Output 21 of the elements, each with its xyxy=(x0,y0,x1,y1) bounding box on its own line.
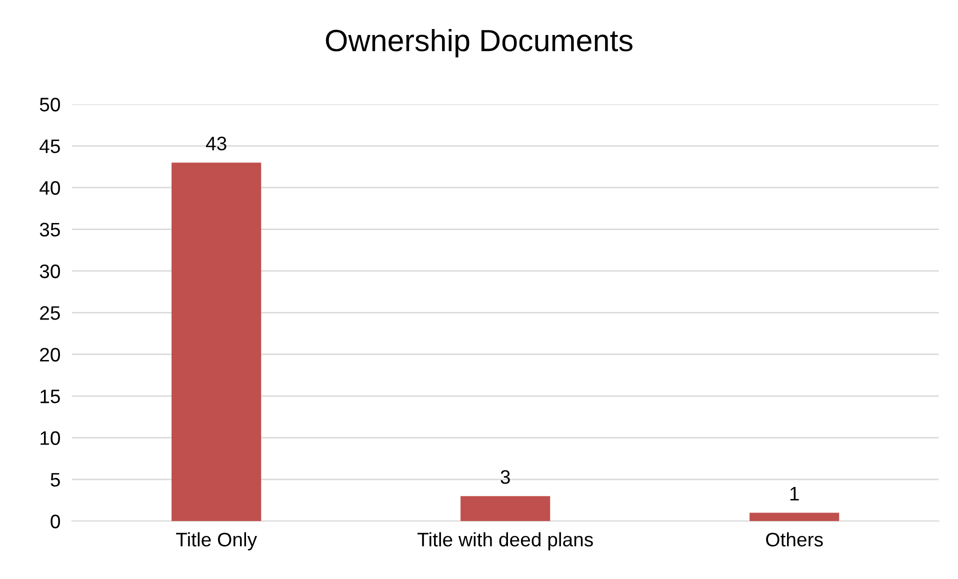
y-tick-label: 50 xyxy=(40,98,60,112)
data-label: 1 xyxy=(790,487,799,500)
data-label: 43 xyxy=(206,136,226,150)
bar xyxy=(460,496,550,522)
data-label: 3 xyxy=(500,470,510,484)
bar xyxy=(172,162,262,522)
bar xyxy=(750,512,840,522)
y-tick-label: 30 xyxy=(40,264,60,278)
y-tick-label: 25 xyxy=(40,306,60,320)
y-tick-label: 10 xyxy=(40,431,60,445)
x-tick-label: Title Only xyxy=(176,532,258,550)
y-tick-label: 40 xyxy=(40,181,60,195)
y-tick-label: 5 xyxy=(50,473,60,487)
y-tick-label: 35 xyxy=(40,222,60,237)
y-tick-label: 0 xyxy=(50,514,60,528)
x-tick-label: Others xyxy=(766,532,823,546)
x-tick-label: Title with deed plans xyxy=(418,532,593,550)
y-tick-label: 15 xyxy=(40,390,60,404)
chart-title: Ownership Documents xyxy=(326,28,632,58)
y-tick-label: 45 xyxy=(40,140,60,154)
y-tick-label: 20 xyxy=(40,348,60,362)
